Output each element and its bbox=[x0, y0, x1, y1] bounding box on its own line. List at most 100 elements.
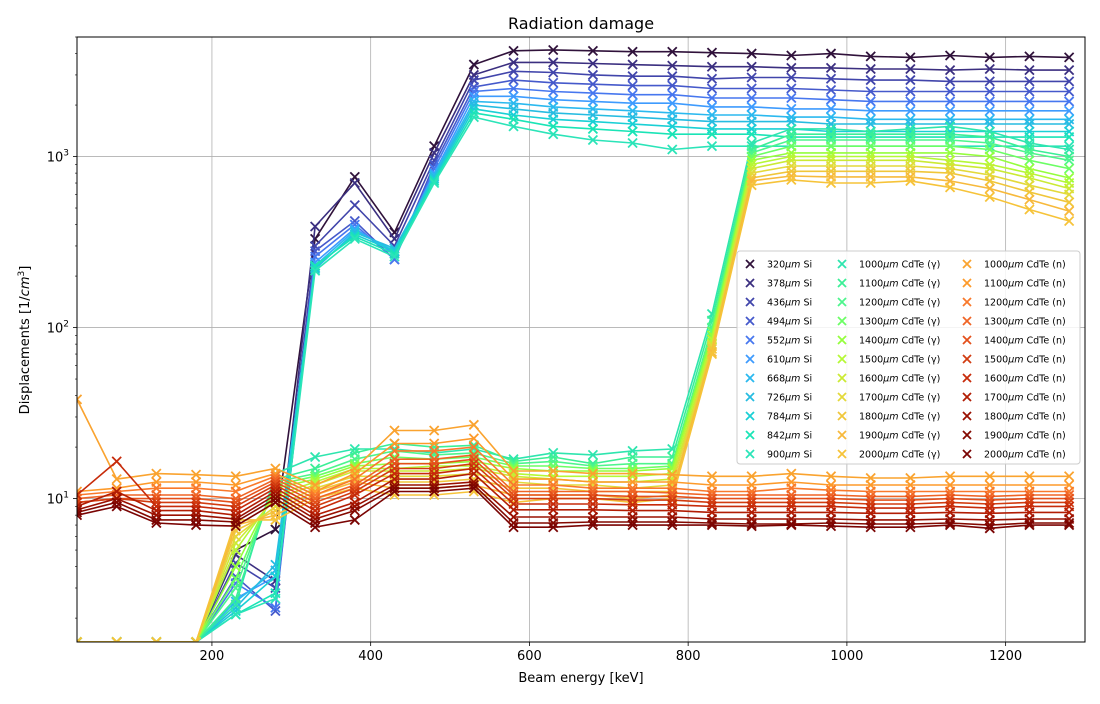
legend-label: 784μm Si bbox=[767, 412, 812, 423]
chart-title: Radiation damage bbox=[508, 14, 654, 33]
legend-marker bbox=[962, 259, 972, 269]
data-point-marker bbox=[1024, 105, 1035, 116]
x-tick-label: 1200 bbox=[989, 649, 1022, 664]
data-point-marker bbox=[706, 101, 718, 113]
data-point-marker bbox=[349, 505, 360, 516]
data-point-marker bbox=[270, 493, 281, 504]
data-point-marker bbox=[627, 494, 638, 506]
legend-label: 1800μm CdTe (γ) bbox=[859, 412, 940, 423]
data-point-marker bbox=[270, 593, 281, 604]
series-line bbox=[77, 87, 1070, 642]
legend-label: 1600μm CdTe (γ) bbox=[859, 374, 940, 385]
legend-marker bbox=[745, 373, 755, 383]
series-line bbox=[77, 458, 1070, 504]
data-point-marker bbox=[349, 486, 360, 497]
data-point-marker bbox=[746, 129, 757, 140]
data-point-marker bbox=[468, 99, 479, 111]
data-point-marker bbox=[1063, 52, 1075, 63]
legend-marker bbox=[837, 297, 847, 307]
data-point-marker bbox=[230, 501, 241, 512]
data-point-marker bbox=[944, 96, 956, 107]
series-group bbox=[77, 458, 1075, 512]
legend-marker bbox=[745, 278, 755, 288]
legend-marker bbox=[837, 373, 847, 383]
data-point-marker bbox=[667, 469, 678, 480]
legend-marker bbox=[962, 411, 972, 421]
data-point-marker bbox=[77, 489, 83, 497]
data-point-marker bbox=[865, 522, 876, 533]
data-point-marker bbox=[984, 471, 995, 482]
data-point-marker bbox=[429, 177, 440, 189]
legend-label: 1600μm CdTe (n) bbox=[984, 374, 1066, 385]
series-line bbox=[77, 125, 1070, 642]
legend-marker bbox=[837, 354, 847, 364]
series-line bbox=[77, 139, 1070, 642]
data-point-marker bbox=[746, 83, 757, 94]
legend-label: 436μm Si bbox=[767, 298, 812, 309]
series-line bbox=[77, 133, 1070, 642]
data-point-marker bbox=[587, 134, 599, 146]
data-point-marker bbox=[230, 521, 241, 532]
data-point-marker bbox=[984, 151, 995, 162]
data-point-marker bbox=[706, 61, 718, 72]
data-point-marker bbox=[587, 45, 599, 56]
data-point-marker bbox=[548, 447, 559, 459]
data-point-marker bbox=[944, 86, 956, 97]
legend-marker bbox=[745, 392, 755, 402]
data-point-marker bbox=[1063, 114, 1075, 125]
data-point-marker bbox=[786, 83, 797, 94]
legend-marker bbox=[962, 392, 972, 402]
data-point-marker bbox=[746, 48, 757, 59]
data-point-marker bbox=[429, 425, 440, 436]
data-point-marker bbox=[944, 519, 956, 531]
data-point-marker bbox=[1024, 147, 1035, 159]
data-point-marker bbox=[706, 73, 718, 84]
data-point-marker bbox=[429, 445, 440, 457]
data-point-marker bbox=[984, 96, 995, 107]
legend-marker bbox=[962, 316, 972, 326]
series-line bbox=[77, 487, 1070, 530]
data-point-marker bbox=[825, 48, 837, 59]
data-point-marker bbox=[627, 71, 638, 82]
data-point-marker bbox=[746, 159, 757, 170]
data-point-marker bbox=[77, 394, 83, 401]
data-point-marker bbox=[1063, 86, 1075, 97]
data-point-marker bbox=[309, 510, 321, 521]
data-point-marker bbox=[270, 497, 281, 508]
data-point-marker bbox=[1024, 519, 1035, 531]
data-point-marker bbox=[627, 59, 638, 70]
data-point-marker bbox=[746, 155, 757, 166]
series-line bbox=[77, 145, 1070, 642]
legend-label: 668μm Si bbox=[767, 374, 812, 385]
legend-marker bbox=[745, 449, 755, 459]
data-point-marker bbox=[270, 489, 281, 501]
data-point-marker bbox=[190, 636, 198, 642]
legend-marker bbox=[962, 335, 972, 345]
data-point-marker bbox=[786, 174, 797, 186]
legend-label: 1900μm CdTe (γ) bbox=[859, 431, 940, 442]
legend-label: 1800μm CdTe (n) bbox=[984, 412, 1066, 423]
data-point-marker bbox=[627, 468, 638, 479]
data-point-marker bbox=[508, 45, 519, 56]
data-point-marker bbox=[349, 215, 360, 227]
data-point-marker bbox=[77, 493, 83, 501]
data-point-marker bbox=[1024, 65, 1035, 76]
legend-label: 1100μm CdTe (γ) bbox=[859, 279, 940, 290]
data-point-marker bbox=[468, 449, 479, 461]
data-point-marker bbox=[825, 73, 837, 84]
data-point-marker bbox=[865, 498, 876, 510]
legend-label: 1100μm CdTe (n) bbox=[984, 279, 1066, 290]
data-point-marker bbox=[944, 159, 956, 170]
data-point-marker bbox=[77, 504, 83, 512]
data-point-marker bbox=[905, 96, 916, 107]
series-layer bbox=[77, 44, 1075, 642]
data-point-marker bbox=[587, 519, 599, 531]
data-point-marker bbox=[1063, 471, 1075, 482]
y-tick-label: 103 bbox=[47, 149, 69, 166]
data-point-marker bbox=[190, 497, 202, 508]
data-point-marker bbox=[389, 425, 400, 436]
legend-marker bbox=[745, 335, 755, 345]
y-axis-label-close: ] bbox=[18, 266, 33, 271]
data-point-marker bbox=[508, 74, 519, 86]
